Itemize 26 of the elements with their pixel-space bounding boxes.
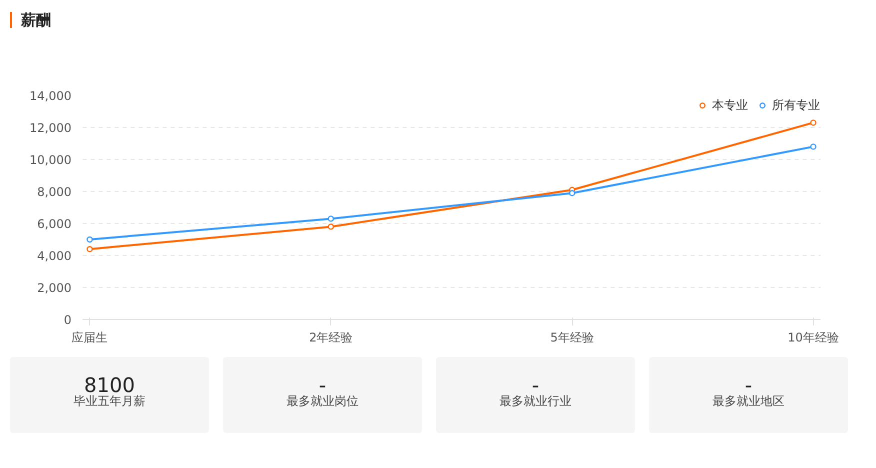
point bbox=[86, 246, 93, 252]
y-tick-label: 6,000 bbox=[37, 217, 72, 231]
point bbox=[568, 190, 576, 196]
point bbox=[810, 144, 816, 150]
x-tick-label: 2年经验 bbox=[309, 330, 353, 344]
x-tick-label: 10年经验 bbox=[788, 330, 839, 344]
point bbox=[810, 120, 816, 126]
y-tick-label: 4,000 bbox=[37, 249, 72, 263]
y-tick-label: 10,000 bbox=[30, 153, 72, 167]
y-tick-label: 14,000 bbox=[30, 89, 72, 103]
y-tick-label: 2,000 bbox=[37, 281, 72, 295]
point bbox=[328, 216, 334, 222]
y-tick-label: 0 bbox=[64, 313, 72, 327]
legend-label: 本专业 bbox=[712, 96, 748, 114]
y-tick-label: 8,000 bbox=[37, 185, 72, 199]
y-tick-label: 12,000 bbox=[30, 121, 72, 135]
card-background: - 最多就业地区 bbox=[649, 357, 848, 433]
chart-title: 薪酬 bbox=[10, 11, 51, 29]
card-background: - 最多就业行业 bbox=[436, 357, 635, 433]
x-tick-label: 5年经验 bbox=[550, 330, 594, 344]
x-tick-label: 应届生 bbox=[72, 330, 108, 344]
card-background: 8100 毕业五年月薪 bbox=[10, 357, 209, 433]
legend-label: 所有专业 bbox=[772, 96, 820, 114]
point bbox=[86, 236, 93, 243]
point bbox=[328, 224, 334, 230]
card-background: - 最多就业岗位 bbox=[223, 357, 422, 433]
